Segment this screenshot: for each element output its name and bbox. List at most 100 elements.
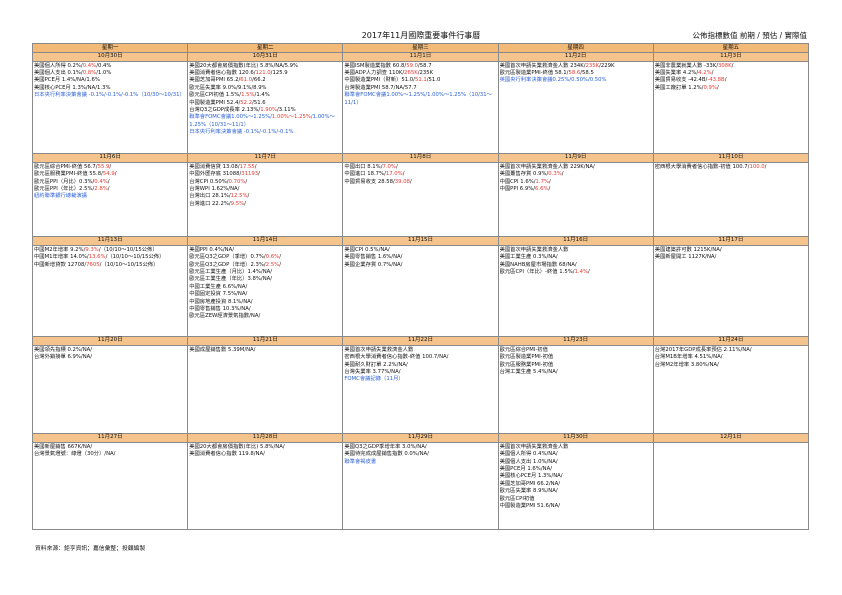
actual-value: 1.00%～1.25% xyxy=(271,114,311,121)
event-text: 密西根大學消費者信心指數-終值 100.7/NA/ xyxy=(344,354,449,361)
event-text: 歐元區CPI初值 1.5%/ xyxy=(189,92,242,99)
event-text: 台灣失業率 3.77%/NA/ xyxy=(344,369,401,376)
event-text: / xyxy=(279,261,281,268)
event-text: /（10/10～10/15公佈） xyxy=(105,254,165,261)
event-item: 歐元區CPI初值 xyxy=(500,496,652,503)
event-text: 中國製造業PMI 52.4/ xyxy=(189,99,241,106)
legend-note: 公佈指標數值 前期 / 預估 / 實際值 xyxy=(692,31,807,40)
event-list: 美國首次申請失業救濟金人數 密西根大學消費者信心指數-終值 100.7/NA/美國… xyxy=(344,346,497,432)
event-text: 美國首次申請失業救濟金人數 234K/ xyxy=(499,62,586,69)
actual-value: 2.5% xyxy=(265,261,280,268)
event-text: 美國非農業就業人數 -33K/ xyxy=(654,62,719,69)
date-cell: 11月21日 xyxy=(187,336,344,346)
event-list: 美國非農業就業人數 -33K/308K/美國失業率 4.2%/4.2%/美國貿易… xyxy=(654,62,807,153)
events-row: 美國新屋銷售 667K/NA/台灣景氣燈號：綠燈（30分）/NA/美國20大都會… xyxy=(31,441,810,531)
event-item: 中國製造業PMI（財新）51.0/51.1/51.0 xyxy=(344,77,496,84)
actual-value: 1.90% xyxy=(260,107,278,114)
event-item: 美國芝加哥PMI 66.2/NA/ xyxy=(500,481,652,488)
event-text: 台灣製造業PMI 58.7/NA/57.7 xyxy=(344,84,417,91)
event-item: 聯準會FOMC會議1.00%～1.25%/1.00%～1.25%/1.00%～1… xyxy=(189,114,341,129)
event-text: /51.0 xyxy=(426,77,441,84)
event-item: 中國新增貸款 12708/7605/（10/10～10/15公佈） xyxy=(34,262,186,269)
event-text: 中國M2年增率 9.2%/ xyxy=(34,246,86,253)
day-cell: 美國非農業就業人數 -33K/308K/美國失業率 4.2%/4.2%/美國貿易… xyxy=(652,60,810,155)
event-text: / xyxy=(561,171,564,178)
actual-value: 2.8% xyxy=(94,186,108,193)
event-highlight: 日本央行利率決策會議 -0.1%/-0.1%/-0.1%（10/30～10/31… xyxy=(34,92,185,99)
event-text: 歐元區綜合PMI-初值 xyxy=(499,346,548,353)
event-text: 美國芝加哥PMI 66.2/NA/ xyxy=(499,480,561,487)
actual-value: 0.6% xyxy=(265,254,280,261)
actual-value: 7605 xyxy=(86,261,100,268)
actual-value: 265K xyxy=(404,70,418,77)
event-text: /235K xyxy=(417,70,434,77)
event-list: 密西根大學消費者信心指數-初值 100.7/100.0/ xyxy=(654,163,807,235)
event-item: 台灣工業生產 5.4%/NA/ xyxy=(500,369,652,376)
event-text: / xyxy=(711,70,714,77)
date-cell: 11月10日 xyxy=(652,153,810,163)
event-list: 美國Q3之GDP季增年率 3.0%/NA/美國待完成成屋銷售指數 0.0%/NA… xyxy=(344,443,497,528)
event-item: 美國個人所得 0.2%/0.4%/0.4% xyxy=(34,63,186,70)
event-text: 美國待完成成屋銷售指數 0.0%/NA/ xyxy=(344,451,429,458)
event-item: 美國新屋開工 1127K/NA/ xyxy=(655,254,807,261)
event-item: 美國個人支出 0.1%/0.8%/1.0% xyxy=(34,70,186,77)
actual-value: 55.9 xyxy=(97,163,110,170)
event-text: 歐元區Q3之GDP（年增）2.3%/ xyxy=(189,261,266,268)
event-text: 美國PPI 0.4%/NA/ xyxy=(189,246,235,253)
event-item: 歐元區PPI（年比）2.5%/2.8%/ xyxy=(34,186,186,193)
event-item: 美國企業存貨 0.7%/NA/ xyxy=(344,262,496,269)
event-list: 美國領先指標 0.2%/NA/台灣外銷接單 6.9%/NA/ xyxy=(34,346,187,432)
event-item: 歐元區Q3之GDP（季增）0.7%/0.6%/ xyxy=(189,254,341,261)
event-text: / xyxy=(549,178,551,185)
event-item: 中國出口 8.1%/7.0%/ xyxy=(344,164,496,171)
event-text: 美國首次申請失業救濟金人數 xyxy=(499,443,569,450)
event-text: /1.0% xyxy=(96,70,112,77)
event-text: 美國CPI 0.5%/NA/ xyxy=(344,246,390,253)
event-text: / xyxy=(395,163,398,170)
event-text: 歐元區工業生產（月比）1.4%/NA/ xyxy=(189,268,273,275)
event-text: 中國貿易收支 28.58/ xyxy=(344,178,395,185)
event-text: 歐元區失業率 8.9%/NA/ xyxy=(499,488,558,495)
event-item: 中國製造業PMI 52.4/52.2/51.6 xyxy=(189,100,341,107)
actual-value: 4.2% xyxy=(698,70,712,77)
day-cell: 美國首次申請失業救濟金人數 美國工業生產 0.3%/NA/美國NAHB房屋市場指數… xyxy=(497,244,654,338)
event-text: 美國工業生產 0.3%/NA/ xyxy=(499,254,558,261)
event-item: 美國非農業就業人數 -33K/308K/ xyxy=(655,63,807,70)
event-list: 美國20大都會房價指數(年比) 5.8%/NA/美國消費者信心指數 119.8/… xyxy=(189,443,342,528)
day-cell: 美國Q3之GDP季增年率 3.0%/NA/美國待完成成屋銷售指數 0.0%/NA… xyxy=(342,441,499,531)
event-item: 美國20大都會房價指數(年比) 5.8%/NA/ xyxy=(189,444,341,451)
event-item: 歐元區失業率 9.0%/9.1%/8.9% xyxy=(189,85,341,92)
event-text: 美國零售銷售 1.6%/NA/ xyxy=(344,254,403,261)
event-text: 中國進口 18.7%/ xyxy=(344,171,386,178)
actual-value: 121.0 xyxy=(255,70,271,77)
day-cell: 歐元區綜合PMI-初值 歐元區製造業PMI-初值 歐元區服務業PMI-初值 台灣工業生… xyxy=(497,344,654,435)
event-text: 美國消費者信心指數 120.6/ xyxy=(189,70,256,77)
event-item: 歐元區工業生產（月比）1.4%/NA/ xyxy=(189,269,341,276)
event-text: / xyxy=(245,178,248,185)
event-text: 歐元區綜合PMI-終值 56.7/ xyxy=(34,163,98,170)
event-item: 美國消費者信心指數 119.8/NA/ xyxy=(189,451,341,458)
event-item: 美國建築許可數 1215K/NA/ xyxy=(655,247,807,254)
event-highlight: FOMC會議記錄（11月） xyxy=(344,376,404,383)
events-row: 美國個人所得 0.2%/0.4%/0.4% 美國個人支出 0.1%/0.8%/1.… xyxy=(31,60,810,155)
event-item: 美國個人所得 0.4%/NA/ xyxy=(500,451,652,458)
day-cell: 美國首次申請失業救濟金人數 234K/235K/229K 歐元區製造業PMI-終值… xyxy=(497,60,654,155)
event-item: 歐元區工業生產（年比）3.8%/NA/ xyxy=(189,276,341,283)
day-cell: 美國建築許可數 1215K/NA/美國新屋開工 1127K/NA/ xyxy=(652,244,810,338)
event-item: 歐元區CPI初值 1.5%/1.5%/1.4% xyxy=(189,92,341,99)
event-item: 美國首次申請失業救濟金人數 229K/NA/ xyxy=(500,164,652,171)
event-text: 中國出口 8.1%/ xyxy=(344,163,383,170)
event-text: /1.4% xyxy=(254,92,270,99)
event-text: 美國NAHB房屋市場指數 68/NA/ xyxy=(499,261,577,268)
day-cell: 美國個人所得 0.2%/0.4%/0.4% 美國個人支出 0.1%/0.8%/1.… xyxy=(31,60,189,155)
event-item: 美國CPI 0.5%/NA/ xyxy=(344,247,496,254)
event-item: 台灣M2年增率 3.80%/NA/ xyxy=(655,362,807,369)
actual-value: 308K xyxy=(718,62,732,69)
actual-value: 31193 xyxy=(241,171,259,178)
event-item: 聯準會FOMC會議1.00%～1.25%/1.00%～1.25%（10/31～1… xyxy=(344,92,496,107)
actual-value: 17.55 xyxy=(239,163,255,170)
event-text: 中國M1年增率 14.0%/ xyxy=(34,254,89,261)
weekday-header: 星期四 xyxy=(497,43,654,53)
day-cell: 密西根大學消費者信心指數-初值 100.7/100.0/ xyxy=(652,161,810,238)
event-item: 美國PCE月 1.6%/NA/ xyxy=(500,466,652,473)
